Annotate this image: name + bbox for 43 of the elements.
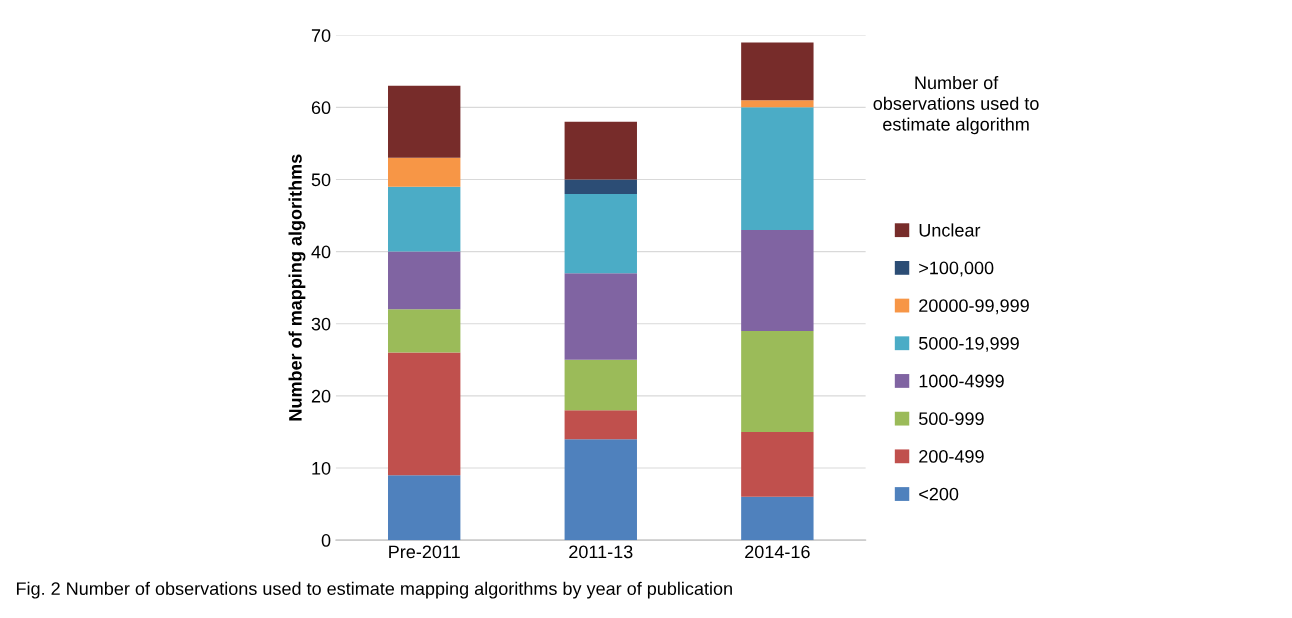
legend-label: Unclear (919, 223, 981, 237)
bar (564, 410, 637, 440)
bar (388, 475, 461, 541)
legend-label: 20000-99,999 (919, 299, 1029, 315)
legend-label: 500-999 (919, 412, 984, 426)
bar (388, 309, 461, 353)
bar (388, 186, 461, 252)
bar (741, 330, 814, 432)
bar (564, 359, 637, 411)
y-tick-label: 0 (321, 534, 331, 547)
y-tick-label: 20 (311, 389, 331, 403)
x-tick-label: 2011-13 (569, 545, 633, 559)
x-tick-label: 2014-16 (745, 545, 810, 559)
caption: Fig. 2 Number of observations used to estimate mapping algorithms by year of publication (16, 581, 732, 599)
legend-label: 1000-4999 (919, 374, 1004, 388)
bar (564, 439, 637, 541)
y-tick-label: 30 (311, 317, 331, 331)
bar (388, 157, 461, 187)
bar (564, 179, 637, 194)
bar (388, 352, 461, 476)
legend-label: >100,000 (919, 261, 994, 277)
y-tick-label: 50 (311, 173, 331, 187)
y-tick-label: 70 (311, 29, 331, 42)
legend-label: <200 (919, 487, 959, 501)
y-tick-label: 40 (311, 245, 331, 259)
bar (564, 273, 637, 360)
bar (741, 42, 814, 101)
bar (564, 193, 637, 274)
y-tick-label: 10 (312, 461, 331, 475)
bar (741, 431, 814, 497)
bar (388, 251, 461, 310)
bar (564, 121, 637, 180)
bar (388, 85, 461, 158)
legend-title: Number of observations used to estimate algorithm (873, 75, 1039, 135)
legend-label: 200-499 (919, 450, 984, 463)
bar (741, 107, 814, 230)
bar (741, 100, 814, 108)
y-tick-label: 60 (311, 101, 331, 115)
y-axis-title: Number of mapping algorithms (288, 154, 306, 421)
bar (741, 496, 814, 541)
x-tick-label: Pre-2011 (389, 545, 460, 559)
bar (741, 229, 814, 331)
legend-label: 5000-19,999 (919, 336, 1019, 352)
